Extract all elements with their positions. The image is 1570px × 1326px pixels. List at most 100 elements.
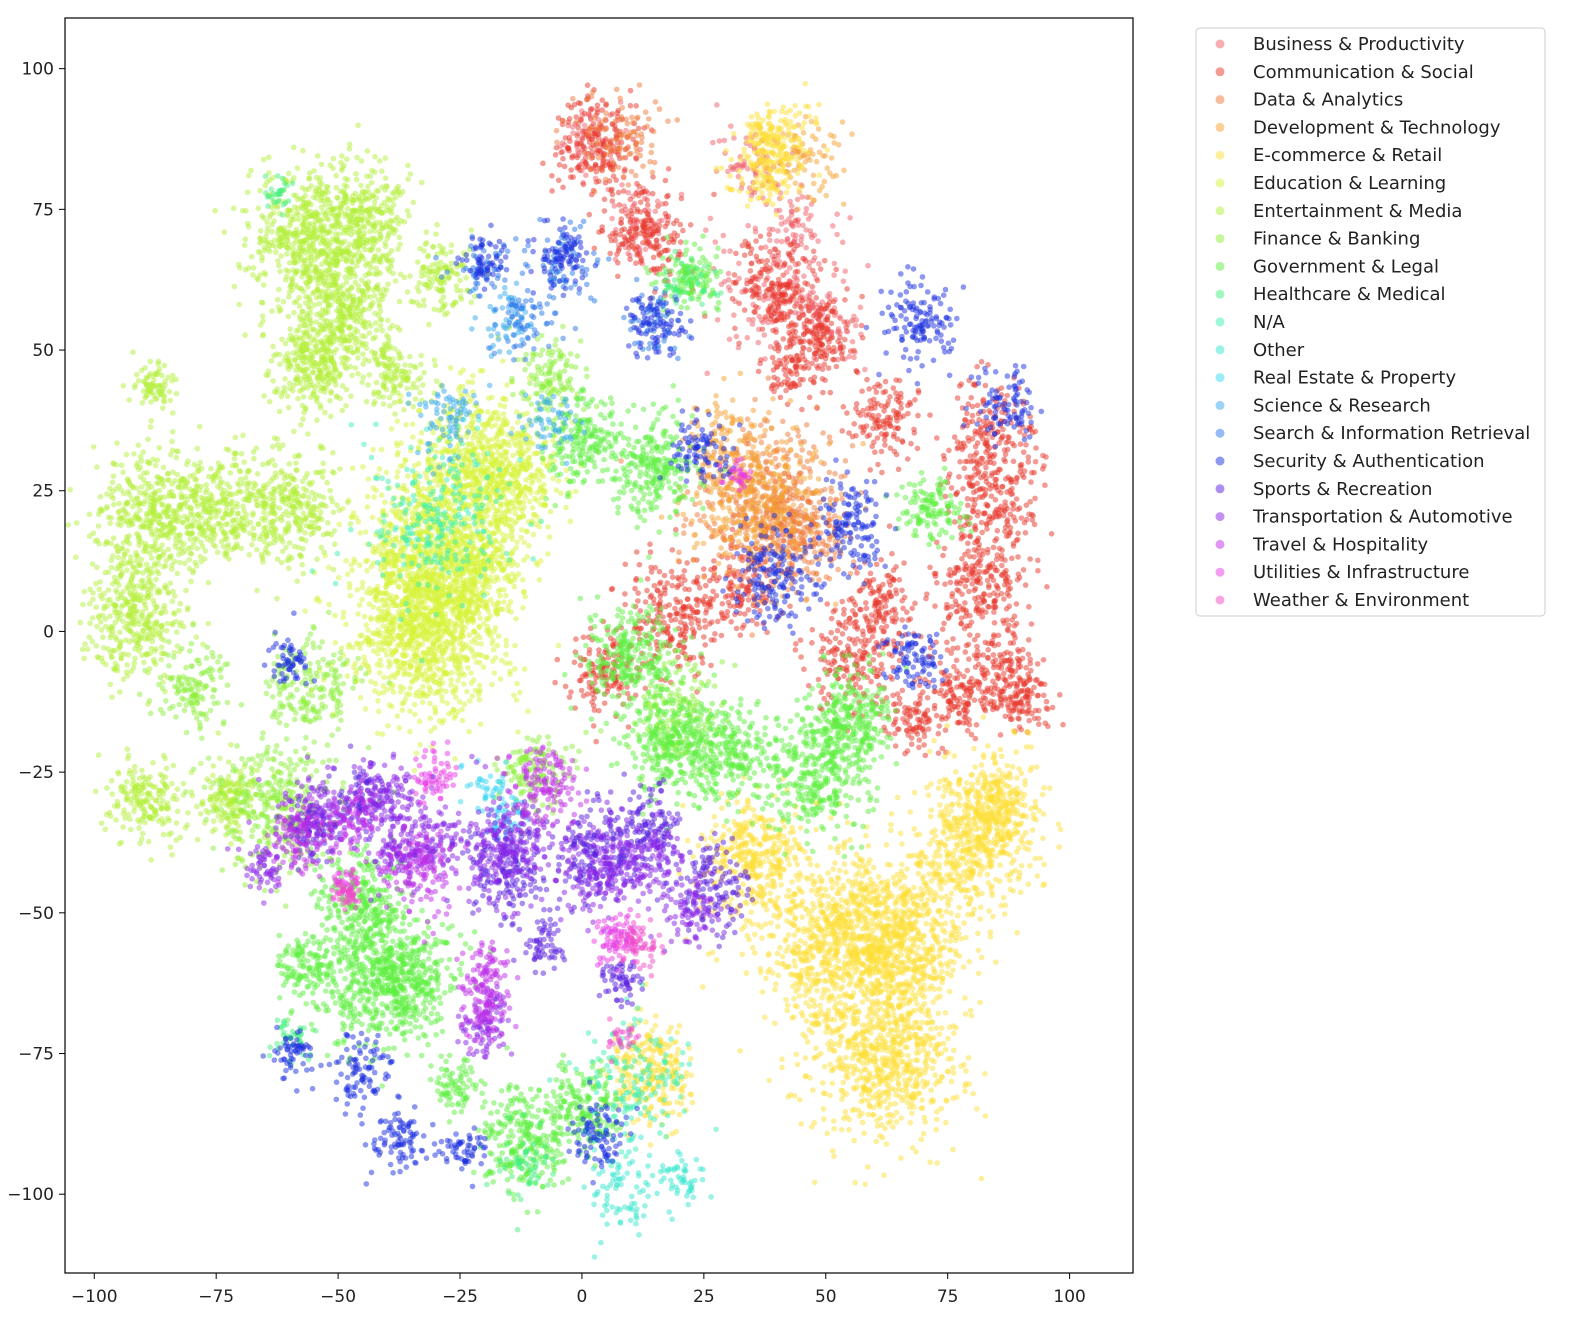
scatter-point: [1044, 584, 1050, 590]
scatter-point: [590, 723, 597, 729]
scatter-point: [707, 215, 714, 222]
scatter-point: [826, 434, 833, 440]
scatter-point: [992, 604, 998, 610]
scatter-point: [672, 616, 679, 623]
scatter-point: [763, 515, 770, 522]
scatter-point: [1049, 704, 1056, 711]
scatter-point: [737, 555, 743, 562]
scatter-point: [1035, 557, 1041, 564]
scatter-point: [813, 295, 819, 301]
scatter-point: [1002, 695, 1008, 701]
scatter-point: [817, 311, 823, 318]
scatter-point: [1008, 476, 1015, 483]
scatter-point: [781, 298, 787, 305]
scatter-point: [775, 249, 781, 256]
scatter-point: [969, 418, 976, 425]
scatter-point: [623, 127, 629, 134]
scatter-point: [615, 260, 621, 266]
scatter-point: [806, 264, 812, 271]
scatter-point: [603, 144, 609, 150]
scatter-point: [792, 102, 798, 109]
scatter-point: [900, 716, 906, 722]
scatter-point: [824, 325, 831, 332]
scatter-point: [634, 206, 641, 213]
scatter-point: [1043, 698, 1050, 705]
scatter-point: [716, 138, 723, 144]
scatter-point: [573, 114, 579, 120]
scatter-point: [589, 699, 595, 705]
scatter-point: [760, 117, 766, 123]
scatter-point: [718, 501, 725, 508]
scatter-point: [949, 590, 956, 597]
scatter-point: [813, 158, 820, 165]
scatter-point: [570, 130, 576, 136]
scatter-point: [735, 344, 742, 351]
scatter-point: [881, 425, 888, 431]
scatter-point: [897, 700, 903, 707]
scatter-point: [638, 625, 644, 632]
scatter-point: [904, 456, 911, 462]
scatter-point: [601, 700, 608, 706]
scatter-point: [681, 568, 688, 574]
scatter-point: [922, 711, 928, 718]
scatter-point: [945, 713, 951, 719]
scatter-point: [963, 607, 969, 614]
scatter-point: [770, 139, 776, 146]
scatter-point: [1040, 466, 1046, 472]
scatter-point: [747, 131, 753, 138]
scatter-point: [795, 260, 802, 267]
scatter-point: [1015, 506, 1021, 513]
scatter-point: [872, 613, 879, 620]
scatter-point: [639, 134, 645, 141]
scatter-point: [613, 86, 620, 93]
scatter-point: [636, 183, 642, 190]
scatter-point: [863, 412, 869, 419]
scatter-point: [801, 147, 807, 154]
scatter-point: [744, 491, 751, 498]
scatter-point: [749, 321, 756, 327]
scatter-point: [674, 117, 680, 123]
scatter-point: [961, 465, 968, 472]
scatter-point: [617, 95, 623, 102]
scatter-point: [748, 485, 754, 491]
scatter-point: [883, 598, 890, 604]
scatter-point: [926, 717, 933, 724]
scatter-point: [789, 879, 795, 885]
scatter-point: [875, 608, 881, 615]
scatter-point: [724, 608, 731, 615]
scatter-point: [656, 568, 663, 575]
scatter-point: [894, 691, 901, 697]
scatter-point: [555, 177, 562, 184]
scatter-point: [956, 671, 963, 677]
scatter-point: [992, 469, 998, 476]
scatter-point: [634, 115, 640, 122]
scatter-point: [833, 363, 840, 370]
scatter-point: [751, 179, 758, 186]
scatter-point: [892, 730, 898, 737]
scatter-point: [575, 124, 581, 131]
scatter-point: [815, 476, 822, 482]
scatter-point: [1018, 726, 1024, 733]
scatter-point: [828, 320, 835, 327]
scatter-point: [627, 196, 634, 203]
scatter-point: [581, 145, 588, 151]
scatter-point: [999, 483, 1006, 490]
scatter-point: [833, 172, 840, 179]
scatter-point: [761, 166, 767, 173]
scatter-point: [790, 232, 796, 238]
scatter-point: [802, 507, 809, 513]
scatter-point: [588, 144, 594, 151]
scatter-point: [797, 454, 804, 461]
scatter-point: [851, 347, 857, 354]
scatter-point: [809, 360, 815, 367]
scatter-point: [792, 647, 799, 653]
scatter-point: [584, 691, 591, 697]
scatter-point: [570, 174, 576, 180]
scatter-point: [778, 491, 785, 498]
scatter-point: [632, 172, 639, 179]
scatter-point: [562, 135, 569, 141]
scatter-point: [844, 410, 850, 416]
scatter-point: [901, 594, 908, 601]
scatter-point: [883, 623, 890, 630]
